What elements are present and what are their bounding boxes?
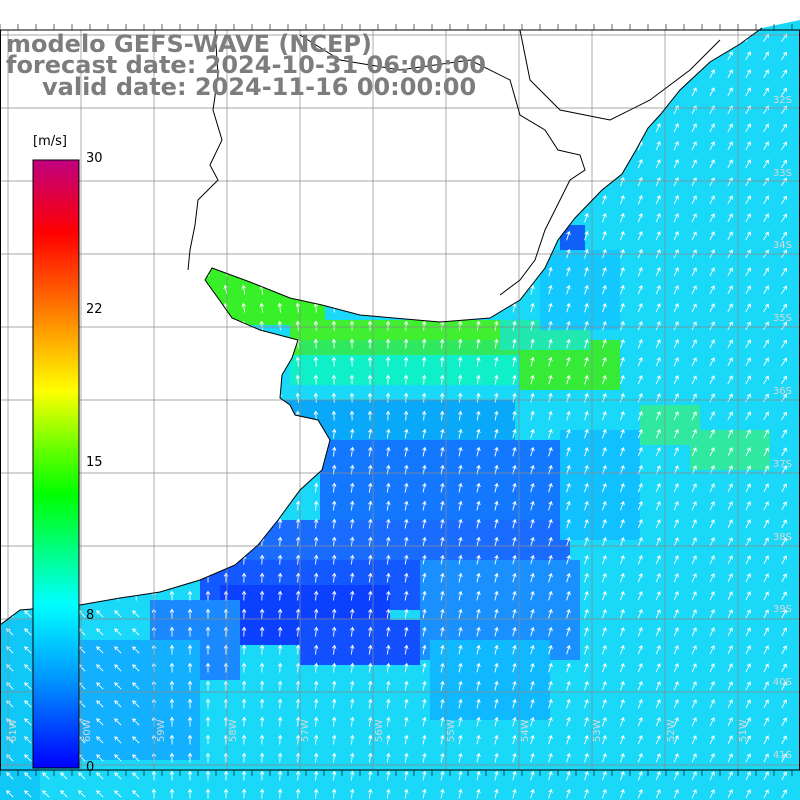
lat-label-32s: 32S <box>772 95 792 106</box>
lat-label-40s: 40S <box>772 677 792 688</box>
lon-label-55w: 55W <box>446 719 457 742</box>
colorbar-tick-22: 22 <box>86 302 103 317</box>
colorbar-tick-30: 30 <box>86 151 103 166</box>
lon-label-59w: 59W <box>156 719 167 742</box>
colorbar-tick-15: 15 <box>86 455 103 470</box>
forecast-date: forecast date: 2024-10-31 06:00:00 <box>6 51 486 79</box>
lat-label-35s: 35S <box>772 313 792 324</box>
model-title: modelo GEFS-WAVE (NCEP) <box>6 30 372 58</box>
colorbar-ramp <box>32 159 80 769</box>
colorbar <box>32 159 80 769</box>
colorbar-unit: [m/s] <box>33 134 67 149</box>
coastline <box>0 27 763 626</box>
lon-label-51w: 51W <box>738 719 749 742</box>
lon-label-57w: 57W <box>300 719 311 742</box>
lat-label-39s: 39S <box>772 604 792 615</box>
lon-label-52w: 52W <box>666 719 677 742</box>
lat-label-38s: 38S <box>772 532 792 543</box>
lat-label-41s: 41S <box>772 750 792 761</box>
lat-label-37s: 37S <box>772 459 792 470</box>
colorbar-tick-0: 0 <box>86 760 95 775</box>
lon-label-54w: 54W <box>520 719 531 742</box>
lon-label-60w: 60W <box>82 719 93 742</box>
lon-label-56w: 56W <box>374 719 385 742</box>
lat-label-33s: 33S <box>772 168 792 179</box>
colorbar-tick-8: 8 <box>86 608 95 623</box>
lon-label-53w: 53W <box>592 719 603 742</box>
valid-date: valid date: 2024-11-16 00:00:00 <box>42 73 477 101</box>
lat-label-36s: 36S <box>772 386 792 397</box>
lon-label-61w: 61W <box>8 719 19 742</box>
lat-label-34s: 34S <box>772 240 792 251</box>
lon-label-58w: 58W <box>228 719 239 742</box>
lat-lon-grid <box>0 24 800 776</box>
